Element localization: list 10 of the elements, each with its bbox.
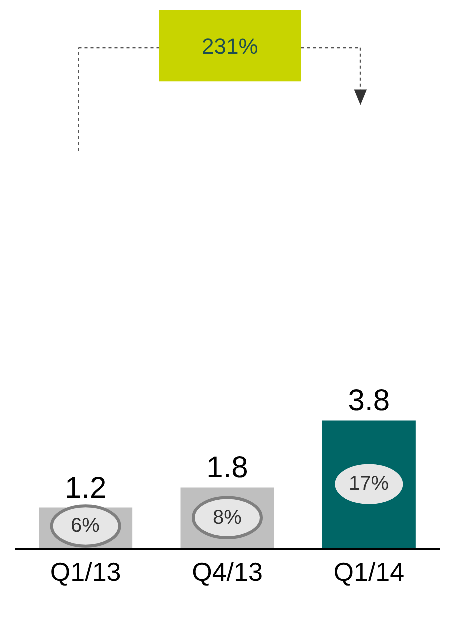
annotation: 8%	[213, 507, 242, 529]
annotation: 231%	[202, 34, 258, 59]
data-label: 3.8	[348, 384, 390, 418]
data-label: 1.8	[206, 452, 248, 485]
data-label: 1.2	[64, 472, 107, 505]
x-tick-label: Q4/13	[192, 557, 263, 588]
x-tick-label: Q1/13	[50, 557, 122, 588]
annotation: 17%	[349, 473, 390, 495]
x-tick-label: Q1/14	[334, 557, 405, 588]
annotation: 6%	[71, 515, 100, 537]
